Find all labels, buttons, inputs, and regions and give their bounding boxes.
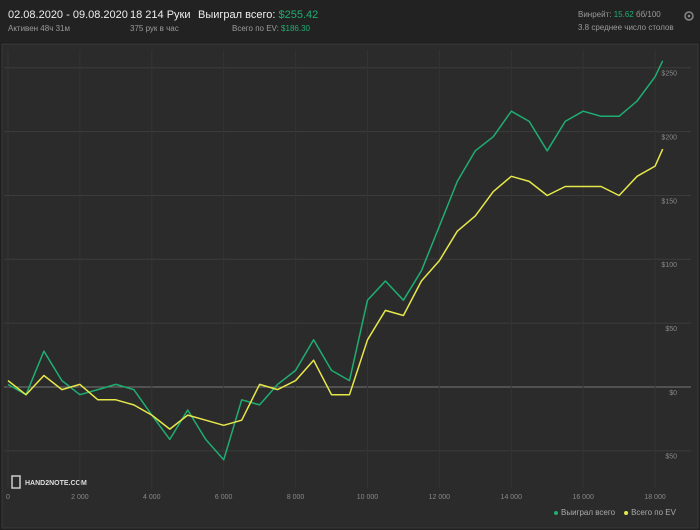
logo-text: HAND2NOTE.COM <box>25 480 87 487</box>
x-tick-label: 0 <box>6 494 10 501</box>
y-tick-label: $100 <box>661 262 677 269</box>
ev-value: $186.30 <box>281 24 310 33</box>
x-tick-label: 4 000 <box>143 494 161 501</box>
hands-per-hour: 375 рук в час <box>130 24 179 33</box>
hands: 18 214 Руки <box>130 9 191 21</box>
header-bar <box>0 0 700 42</box>
y-tick-label: $250 <box>661 71 677 78</box>
date-range[interactable]: 02.08.2020 - 09.08.2020 <box>8 9 128 21</box>
winrate-label: Винрейт: <box>578 10 611 19</box>
won-label: Выиграл всего: <box>198 9 275 21</box>
x-tick-label: 16 000 <box>572 494 594 501</box>
series-line <box>7 148 664 430</box>
ev-label: Всего по EV: <box>232 24 279 33</box>
settings-icon[interactable] <box>684 11 694 21</box>
y-tick-label: $150 <box>661 198 677 205</box>
legend-item: Всего по EV <box>624 508 677 517</box>
winrate-unit: бб/100 <box>636 10 661 19</box>
y-tick-label: $50 <box>665 326 677 333</box>
won: Выиграл всего: $255.42 <box>198 9 318 21</box>
legend-label: Всего по EV <box>631 508 677 517</box>
series-line <box>7 60 664 461</box>
chart-panel <box>1 43 699 529</box>
winrate: Винрейт: 15.62 бб/100 <box>578 10 661 19</box>
x-tick-label: 18 000 <box>644 494 666 501</box>
active-time: Активен 48ч 31м <box>8 24 70 33</box>
legend-label: Выиграл всего <box>561 508 616 517</box>
legend-marker <box>624 511 629 515</box>
x-tick-label: 14 000 <box>501 494 523 501</box>
won-value: $255.42 <box>278 9 318 21</box>
y-tick-label: $50 <box>665 454 677 461</box>
y-tick-label: $200 <box>661 134 677 141</box>
legend-item: Выиграл всего <box>554 508 616 517</box>
y-tick-label: $0 <box>669 390 677 397</box>
logo: HAND2NOTE.COM <box>11 475 87 489</box>
x-tick-label: 8 000 <box>287 494 305 501</box>
winrate-value: 15.62 <box>614 10 635 19</box>
x-tick-label: 2 000 <box>71 494 89 501</box>
legend-marker <box>554 511 558 515</box>
ev: Всего по EV: $186.30 <box>232 24 311 33</box>
x-tick-label: 12 000 <box>429 494 451 501</box>
x-tick-label: 6 000 <box>215 494 233 501</box>
x-tick-label: 10 000 <box>357 494 379 501</box>
avg-tables: 3.8 среднее число столов <box>578 23 674 32</box>
